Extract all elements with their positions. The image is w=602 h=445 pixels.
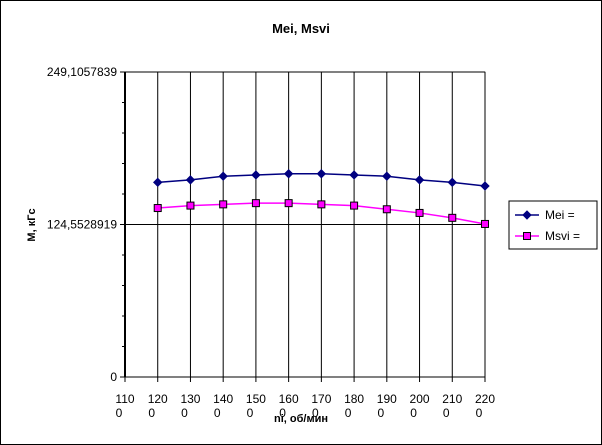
data-point-series-2	[219, 200, 228, 209]
legend-box	[508, 200, 598, 250]
x-tick-label: 190	[377, 392, 397, 406]
x-tick-label: 220	[475, 392, 495, 406]
x-tick-label: 160	[279, 392, 299, 406]
data-point-series-1	[185, 175, 196, 185]
data-point-series-2	[448, 213, 457, 222]
y-axis-title: M, кГс	[26, 208, 38, 241]
legend-marker-2	[523, 232, 531, 240]
y-tick-label: 124,5528919	[47, 218, 117, 232]
data-point-series-1	[316, 169, 327, 179]
x-tick-label: 200	[410, 392, 430, 406]
x-tick-label-line2: 0	[410, 406, 417, 420]
legend: Mei = Msvi =	[508, 200, 598, 250]
x-tick-label-line2: 0	[148, 406, 155, 420]
x-tick-label: 150	[246, 392, 266, 406]
data-point-series-1	[480, 181, 490, 191]
x-tick-label: 180	[344, 392, 364, 406]
x-tick-label-line2: 0	[476, 406, 483, 420]
x-axis-title: ni, об/мин	[274, 413, 328, 425]
x-tick-label-line2: 0	[214, 406, 221, 420]
data-point-series-2	[415, 208, 424, 217]
x-tick-label: 210	[442, 392, 462, 406]
x-tick-label-line2: 0	[279, 406, 286, 420]
x-tick-label-line2: 0	[247, 406, 254, 420]
data-point-series-1	[349, 170, 359, 180]
y-tick-label: 0	[110, 370, 117, 384]
legend-marker-1	[522, 210, 532, 220]
legend-label-2: Msvi =	[545, 229, 580, 243]
data-point-series-1	[414, 175, 425, 185]
data-point-series-1	[283, 169, 294, 179]
chart-title: Mei, Msvi	[272, 21, 330, 36]
data-point-series-2	[382, 205, 391, 214]
data-point-series-1	[218, 171, 228, 181]
data-point-series-1	[251, 170, 261, 180]
data-point-series-2	[251, 199, 260, 208]
data-point-series-2	[186, 201, 195, 210]
x-tick-label: 110	[115, 392, 134, 406]
x-tick-label-line2: 0	[181, 406, 188, 420]
data-point-series-2	[317, 200, 326, 209]
x-tick-label: 130	[180, 392, 200, 406]
x-tick-label-line2: 0	[312, 406, 319, 420]
x-tick-label: 120	[148, 392, 168, 406]
x-tick-label-line2: 0	[377, 406, 384, 420]
x-tick-label: 170	[311, 392, 331, 406]
legend-label-1: Mei =	[545, 208, 575, 222]
x-tick-label-line2: 0	[116, 406, 123, 420]
y-tick-label: 249,1057839	[47, 65, 117, 79]
data-point-series-1	[153, 177, 163, 188]
data-point-series-2	[350, 201, 359, 210]
data-point-series-1	[447, 177, 457, 188]
x-tick-label-line2: 0	[443, 406, 450, 420]
data-point-series-2	[153, 204, 162, 213]
data-point-series-2	[481, 219, 489, 228]
plot-area: 0124,5528919249,105783911001200130014001…	[47, 65, 495, 420]
x-tick-label: 140	[213, 392, 233, 406]
data-point-series-2	[284, 199, 293, 208]
x-tick-label-line2: 0	[345, 406, 352, 420]
data-point-series-1	[382, 171, 392, 181]
